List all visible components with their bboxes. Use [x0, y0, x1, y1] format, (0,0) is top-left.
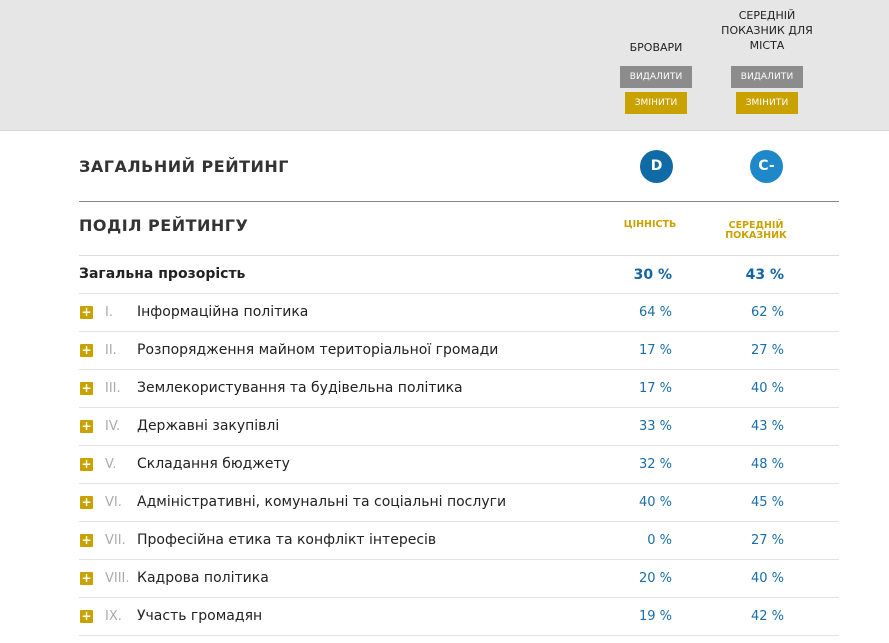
total-transparency-row: Загальна прозорість 30 % 43 %	[79, 256, 839, 294]
row-label: Складання бюджету	[137, 456, 290, 472]
row-label: Адміністративні, комунальні та соціальні…	[137, 494, 507, 510]
category-row[interactable]: + VII. Професійна етика та конфлікт інтере…	[79, 522, 839, 560]
row-value: 19 %	[638, 609, 672, 624]
row-number: III.	[105, 381, 121, 396]
row-value: 40 %	[638, 495, 672, 510]
rating-breakdown-header: ПОДІЛ РЕЙТИНГУ ЦІННІСТЬ СЕРЕДНІЙ ПОКАЗНИ…	[79, 202, 839, 256]
edit-button[interactable]: ЗМІНИТИ	[736, 92, 798, 114]
row-label: Професійна етика та конфлікт інтересів	[137, 532, 437, 548]
average-column-header: СЕРЕДНІЙ ПОКАЗНИК	[711, 221, 801, 241]
row-value: 0 %	[647, 533, 672, 548]
row-average: 27 %	[750, 343, 784, 358]
category-row[interactable]: + II. Розпорядження майном територіальної …	[79, 332, 839, 370]
edit-button[interactable]: ЗМІНИТИ	[625, 92, 687, 114]
row-value: 64 %	[638, 305, 672, 320]
row-number: IV.	[105, 419, 121, 434]
row-number: VI.	[105, 495, 122, 510]
row-average: 48 %	[750, 457, 784, 472]
row-average: 43 %	[750, 419, 784, 434]
plus-icon[interactable]: +	[80, 381, 93, 395]
average-header-line: ПОКАЗНИК	[725, 230, 787, 241]
row-average: 27 %	[750, 533, 784, 548]
category-row[interactable]: + III. Землекористування та будівельна пол…	[79, 370, 839, 408]
row-number: VII.	[105, 533, 126, 548]
row-label: Розпорядження майном територіальної гром…	[137, 342, 499, 358]
category-row[interactable]: + IX. Участь громадян 19 % 42 %	[79, 598, 839, 636]
column-title: СЕРЕДНІЙ ПОКАЗНИК ДЛЯ МІСТА	[712, 8, 822, 53]
row-label: Кадрова політика	[137, 570, 269, 586]
row-number: I.	[105, 305, 113, 320]
plus-icon[interactable]: +	[80, 495, 93, 509]
category-row[interactable]: + VIII. Кадрова політика 20 % 40 %	[79, 560, 839, 598]
overall-rating-section: ЗАГАЛЬНИЙ РЕЙТИНГ D C-	[79, 131, 839, 202]
plus-icon[interactable]: +	[80, 571, 93, 585]
delete-button[interactable]: ВИДАЛИТИ	[731, 66, 803, 88]
grade-badge: C-	[750, 150, 783, 183]
row-number: V.	[105, 457, 117, 472]
row-value: 17 %	[638, 381, 672, 396]
column-title: БРОВАРИ	[629, 41, 683, 54]
value-column-header: ЦІННІСТЬ	[623, 219, 677, 230]
row-number: II.	[105, 343, 117, 358]
plus-icon[interactable]: +	[80, 419, 93, 433]
plus-icon[interactable]: +	[80, 343, 93, 357]
column-title-line: МІСТА	[749, 39, 785, 52]
row-value: 30 %	[633, 267, 672, 283]
category-row[interactable]: + IV. Державні закупівлі 33 % 43 %	[79, 408, 839, 446]
overall-rating-title: ЗАГАЛЬНИЙ РЕЙТИНГ	[79, 157, 289, 176]
row-label: Державні закупівлі	[137, 418, 280, 434]
grade-badge: D	[640, 150, 673, 183]
row-average: 62 %	[750, 305, 784, 320]
column-title-line: СЕРЕДНІЙ	[738, 9, 796, 22]
breakdown-title: ПОДІЛ РЕЙТИНГУ	[79, 216, 249, 235]
row-value: 32 %	[638, 457, 672, 472]
plus-icon[interactable]: +	[80, 305, 93, 319]
row-label: Інформаційна політика	[137, 304, 309, 320]
row-average: 45 %	[750, 495, 784, 510]
average-header-line: СЕРЕДНІЙ	[728, 220, 784, 231]
plus-icon[interactable]: +	[80, 609, 93, 623]
row-average: 40 %	[750, 571, 784, 586]
row-label: Участь громадян	[137, 608, 263, 624]
row-average: 42 %	[750, 609, 784, 624]
comparison-header: БРОВАРИ ВИДАЛИТИ ЗМІНИТИ СЕРЕДНІЙ ПОКАЗН…	[0, 0, 889, 131]
delete-button[interactable]: ВИДАЛИТИ	[620, 66, 692, 88]
column-header-city-average: СЕРЕДНІЙ ПОКАЗНИК ДЛЯ МІСТА ВИДАЛИТИ ЗМІ…	[712, 0, 822, 131]
column-title-line: ПОКАЗНИК ДЛЯ	[721, 24, 813, 37]
row-value: 20 %	[638, 571, 672, 586]
row-number: VIII.	[105, 571, 130, 586]
category-row[interactable]: + I. Інформаційна політика 64 % 62 %	[79, 294, 839, 332]
row-value: 17 %	[638, 343, 672, 358]
category-row[interactable]: + V. Складання бюджету 32 % 48 %	[79, 446, 839, 484]
row-label: Загальна прозорість	[79, 266, 246, 282]
row-average: 43 %	[745, 267, 784, 283]
column-header-brovary: БРОВАРИ ВИДАЛИТИ ЗМІНИТИ	[611, 0, 701, 131]
plus-icon[interactable]: +	[80, 457, 93, 471]
row-value: 33 %	[638, 419, 672, 434]
category-row[interactable]: + VI. Адміністративні, комунальні та соціа…	[79, 484, 839, 522]
row-number: IX.	[105, 609, 122, 624]
row-average: 40 %	[750, 381, 784, 396]
row-label: Землекористування та будівельна політика	[137, 380, 463, 396]
plus-icon[interactable]: +	[80, 533, 93, 547]
